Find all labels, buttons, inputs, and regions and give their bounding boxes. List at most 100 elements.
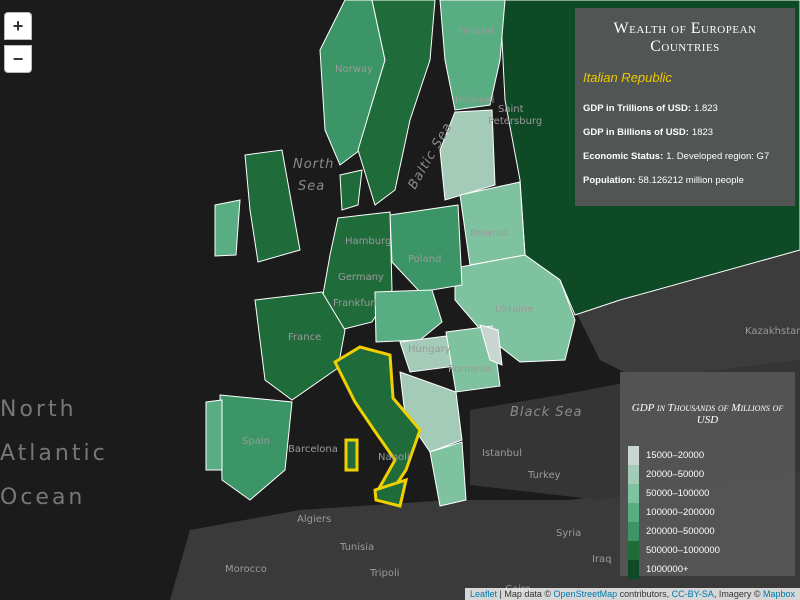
sea-label: Sea (298, 179, 325, 194)
finland (439, 0, 506, 111)
legend-item: 200000–500000 (628, 522, 787, 541)
legend-title: GDP in Thousands of Millions of USD (631, 402, 784, 426)
map-label: Barcelona (288, 444, 338, 455)
map-label: Algiers (297, 514, 331, 525)
info-title: Wealth of European Countries (613, 20, 757, 55)
info-label: Economic Status: (583, 151, 664, 162)
map-label: Istanbul (482, 448, 522, 459)
poland (389, 204, 463, 293)
info-label: Population: (583, 175, 636, 186)
belarus (459, 181, 526, 266)
info-row: GDP in Billions of USD: 1823 (583, 127, 787, 138)
info-rows: GDP in Trillions of USD: 1.823 GDP in Bill… (583, 103, 787, 186)
map-label: Petersburg (488, 116, 542, 127)
zoom-in[interactable]: + (4, 12, 32, 40)
info-panel: Wealth of European Countries Italian Rep… (575, 8, 795, 206)
text: | Map data © (497, 589, 554, 599)
info-row: Economic Status: 1. Developed region: G7 (583, 151, 787, 162)
greece (429, 441, 467, 507)
map-label: Romania (448, 364, 492, 375)
map-label: Saint (498, 104, 524, 115)
map-label: Tripoli (369, 568, 400, 579)
link[interactable]: Mapbox (762, 589, 795, 599)
legend-swatch (628, 465, 639, 484)
link[interactable]: CC-BY-SA (671, 589, 714, 599)
text: contributors, (617, 589, 672, 599)
link[interactable]: OpenStreetMap (553, 589, 618, 599)
map-label: Ukraine (495, 304, 534, 315)
legend-item: 1000000+ (628, 560, 787, 579)
portugal (205, 399, 223, 471)
legend-item: 100000–200000 (628, 503, 787, 522)
map-label: Tunisia (339, 542, 374, 553)
legend-swatch (628, 503, 639, 522)
legend-item: 50000–100000 (628, 484, 787, 503)
legend-swatch (628, 484, 639, 503)
legend-label: 50000–100000 (646, 488, 710, 499)
info-value: 58.126212 million people (638, 175, 744, 186)
info-value: 1. Developed region: G7 (666, 151, 770, 162)
map-label: Frankfurt (333, 298, 378, 309)
united-kingdom (244, 149, 301, 263)
legend-item: 15000–20000 (628, 446, 787, 465)
ireland (214, 199, 241, 257)
legend-label: 100000–200000 (646, 507, 715, 518)
legend-label: 20000–50000 (646, 469, 705, 480)
map-label: Finland (458, 26, 494, 37)
info-row: Population: 58.126212 million people (583, 175, 787, 186)
map-label: Napoli (378, 452, 410, 463)
map-label: Turkey (527, 470, 561, 481)
map-label: Hungary (408, 344, 451, 355)
link[interactable]: Leaflet (470, 589, 498, 599)
map-label: Iraq (592, 554, 612, 565)
legend-swatch (628, 446, 639, 465)
sea-label: North (293, 157, 334, 172)
country-name: Italian Republic (583, 70, 672, 85)
map-label: Hamburg (345, 236, 391, 247)
germany (321, 211, 393, 331)
legend: GDP in Thousands of Millions of USD 1500… (620, 372, 795, 579)
legend-swatch (628, 522, 639, 541)
legend-swatch (628, 541, 639, 560)
balkans (399, 371, 463, 453)
sicily (373, 477, 409, 508)
ocean-label: North (0, 397, 77, 422)
legend-item: 20000–50000 (628, 465, 787, 484)
denmark (339, 169, 363, 211)
info-label: GDP in Trillions of USD: (583, 103, 692, 114)
attribution: Leaflet | Map data © OpenStreetMap contr… (465, 588, 800, 600)
ocean-label: Atlantic (0, 441, 108, 466)
legend-item: 500000–1000000 (628, 541, 787, 560)
sweden (357, 0, 436, 206)
info-value: 1823 (691, 127, 714, 138)
info-row: GDP in Trillions of USD: 1.823 (583, 103, 787, 114)
ocean-label: Ocean (0, 485, 85, 510)
legend-label: 15000–20000 (646, 450, 705, 461)
sardinia (344, 438, 359, 472)
map-label: France (288, 332, 321, 343)
ukraine (454, 254, 576, 363)
text: , Imagery © (713, 589, 763, 599)
map-label: Kazakhstan (745, 326, 800, 337)
map-label: Morocco (225, 564, 267, 575)
map-label: Germany (338, 272, 384, 283)
info-value: 1.823 (694, 103, 718, 114)
legend-swatch (628, 560, 639, 579)
italy-selected (333, 345, 422, 508)
legend-label: 1000000+ (646, 564, 689, 575)
map-label: Norway (335, 64, 373, 75)
legend-items: 15000–20000 20000–50000 50000–100000 100000… (628, 446, 787, 579)
moldova (479, 324, 503, 366)
zoom-out[interactable]: − (4, 45, 32, 73)
info-label: GDP in Billions of USD: (583, 127, 689, 138)
map-label: Syria (556, 528, 581, 539)
map-label: Belarus (470, 228, 508, 239)
legend-label: 500000–1000000 (646, 545, 720, 556)
map-label: Spain (242, 436, 270, 447)
map-label: Helsinki (455, 95, 494, 106)
sea-label: Black Sea (510, 405, 583, 420)
map-label: Poland (408, 254, 441, 265)
legend-label: 200000–500000 (646, 526, 715, 537)
central-europe (374, 289, 443, 343)
